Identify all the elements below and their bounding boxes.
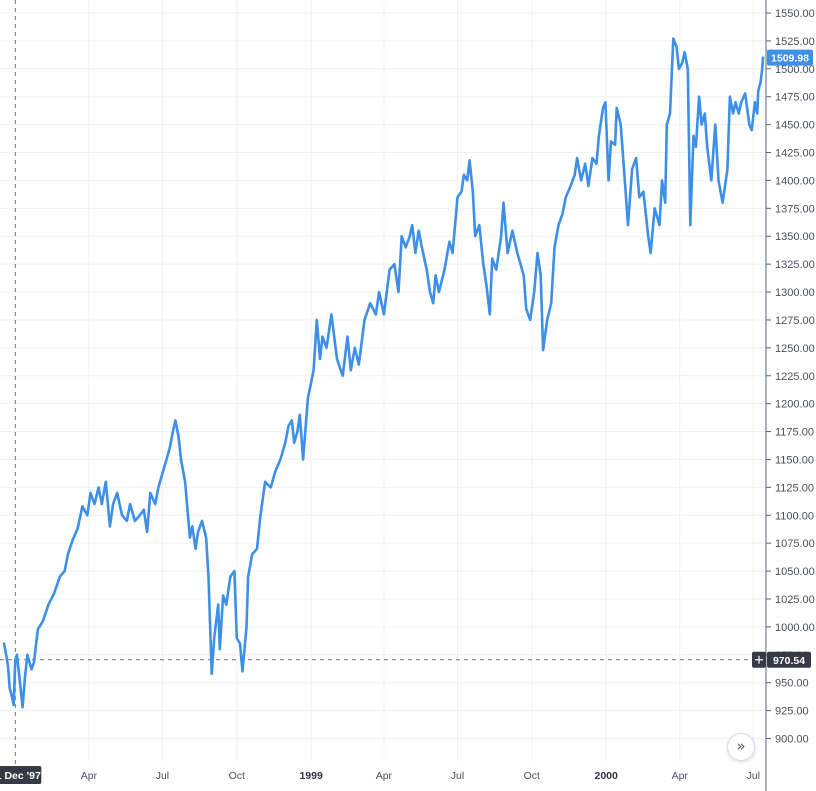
y-tick-label: 1325.00 [775, 259, 815, 271]
y-tick-label: 1075.00 [775, 538, 815, 550]
crosshair-date-badge [0, 766, 42, 784]
last-price-badge [767, 49, 813, 66]
x-tick-label: Oct [229, 770, 245, 782]
y-tick-label: 1175.00 [775, 427, 814, 439]
y-tick-label: 1100.00 [775, 510, 814, 522]
y-tick-label: 1375.00 [775, 203, 815, 215]
scroll-to-realtime-button[interactable]: » [727, 733, 755, 761]
y-tick-label: 1225.00 [775, 371, 815, 383]
x-tick-label: Apr [81, 770, 98, 782]
y-tick-label: 1425.00 [775, 148, 815, 160]
y-tick-label: 1500.00 [775, 64, 815, 76]
crosshair [0, 0, 766, 766]
series-line [2, 37, 765, 709]
y-tick-label: 1250.00 [775, 343, 815, 355]
crosshair-price-label: 970.54 [773, 655, 805, 667]
x-tick-label: Jul [156, 770, 169, 782]
horizontal-gridlines [0, 12, 766, 739]
y-tick-label: 1300.00 [775, 287, 815, 299]
y-tick-label: 1125.00 [775, 482, 814, 494]
x-tick-label: Jul [747, 770, 760, 782]
time-axis[interactable]: Apr Jul Oct 1999 Apr Jul Oct 2000 Apr Jul [81, 770, 760, 782]
x-tick-label: 2000 [595, 770, 619, 782]
y-tick-label: 900.00 [775, 734, 809, 746]
y-tick-label: 1550.00 [775, 8, 815, 20]
x-tick-label: Oct [524, 770, 540, 782]
y-tick-label: 1025.00 [775, 594, 815, 606]
y-tick-label: 1475.00 [775, 92, 815, 104]
axis-badges: 1509.98 970.54 31 Dec '97 [0, 49, 813, 784]
x-tick-label: Jul [451, 770, 464, 782]
y-tick-label: 950.00 [775, 678, 809, 690]
y-tick-label: 925.00 [775, 706, 809, 718]
y-tick-label: 1525.00 [775, 36, 815, 48]
x-tick-label: Apr [672, 770, 689, 782]
crosshair-date-label: 31 Dec '97 [0, 770, 41, 782]
y-tick-label: 1350.00 [775, 231, 815, 243]
vertical-gridlines [88, 0, 754, 761]
y-tick-label: 1150.00 [775, 454, 814, 466]
x-tick-label: Apr [376, 770, 393, 782]
x-tick-label: 1999 [299, 770, 323, 782]
y-tick-label: 1275.00 [775, 315, 815, 327]
y-tick-label: 1200.00 [775, 399, 815, 411]
y-tick-label: 1450.00 [775, 120, 815, 132]
y-tick-label: 1400.00 [775, 175, 815, 187]
y-tick-label: 1050.00 [775, 566, 815, 578]
y-tick-label: 1000.00 [775, 622, 815, 634]
crosshair-price-badge [767, 651, 811, 668]
last-price-label: 1509.98 [771, 53, 809, 65]
price-axis[interactable]: 900.00925.00950.00975.001000.001025.0010… [766, 8, 815, 746]
time-axis-background [0, 761, 766, 791]
